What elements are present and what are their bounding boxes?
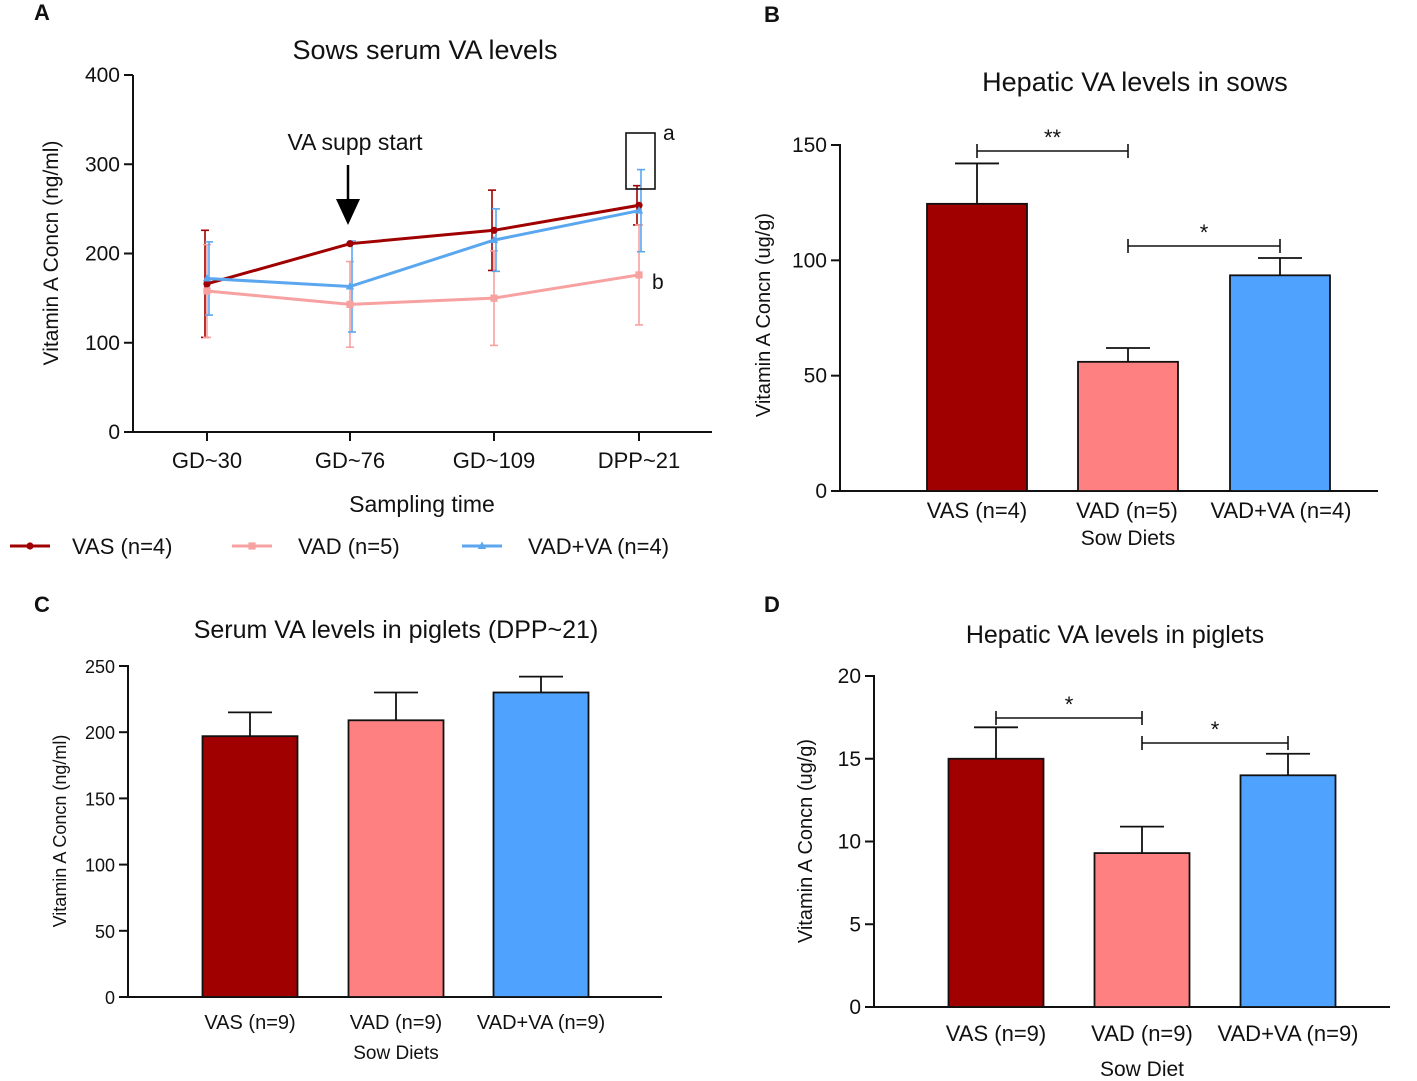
chart-c-y-label: Vitamin A Concn (ng/ml)	[50, 735, 70, 928]
chart-a-point	[490, 226, 498, 234]
chart-b-x-tick-label: VAD+VA (n=4)	[1210, 498, 1351, 523]
chart-c-y-tick-label: 250	[85, 657, 115, 677]
chart-d-significance-label: *	[1211, 717, 1220, 742]
chart-a-point	[346, 240, 354, 248]
chart-a-y-tick-label: 0	[108, 421, 120, 444]
chart-a-point	[203, 287, 211, 295]
chart-b-y-tick-label: 150	[792, 134, 827, 157]
chart-c-title: Serum VA levels in piglets (DPP~21)	[194, 616, 599, 644]
chart-a-point	[346, 300, 354, 308]
legend-marker	[477, 541, 487, 549]
chart-c-bar	[201, 735, 299, 998]
chart-d-y-tick-label: 5	[849, 913, 861, 936]
chart-b-significance-label: *	[1200, 220, 1209, 245]
chart-a-point	[202, 273, 212, 282]
chart-b-bar	[1229, 274, 1331, 492]
chart-b-y-tick-label: 50	[804, 365, 827, 388]
chart-a-point	[490, 294, 498, 302]
chart-a-point	[635, 271, 643, 279]
chart-a-highlight-box	[625, 132, 656, 190]
chart-d-y-tick-label: 10	[838, 831, 861, 854]
chart-a-annotation-b: b	[652, 271, 664, 294]
chart-c-bar: Serum VA levels in piglets (DPP~21) 0 50 10…	[50, 616, 662, 1064]
chart-a-point	[345, 282, 355, 290]
chart-c-x-tick-label: VAS (n=9)	[204, 1012, 295, 1034]
chart-d-x-label: Sow Diet	[1100, 1058, 1184, 1081]
chart-b-title: Hepatic VA levels in sows	[982, 67, 1288, 97]
legend-marker	[26, 542, 34, 550]
chart-d-significance-label: *	[1065, 692, 1074, 717]
chart-d-bar: Hepatic VA levels in piglets 0 5 10 15 20 VAS …	[795, 621, 1390, 1081]
chart-a-y-tick-label: 300	[85, 153, 120, 176]
chart-b-x-tick-label: VAS (n=4)	[927, 498, 1027, 523]
chart-a-arrow-head	[336, 199, 360, 225]
chart-a-y-tick-label: 400	[85, 64, 120, 87]
chart-a-point	[634, 206, 644, 214]
chart-b-bar	[1077, 360, 1179, 492]
chart-b-y-tick-label: 100	[792, 249, 827, 272]
chart-c-y-tick-label: 200	[85, 723, 115, 743]
chart-c-x-tick-label: VAD (n=9)	[350, 1012, 442, 1034]
chart-a-series-line	[206, 273, 640, 306]
chart-c-y-tick-label: 100	[85, 856, 115, 876]
chart-a-x-label: Sampling time	[349, 491, 495, 517]
panel-label-b: B	[764, 2, 780, 27]
chart-d-bar	[947, 757, 1045, 1008]
chart-b-y-label: Vitamin A Concn (ug/g)	[753, 213, 775, 417]
panel-label-c: C	[34, 592, 50, 617]
chart-d-y-tick-label: 0	[849, 996, 861, 1019]
panel-label-a: A	[34, 0, 50, 25]
chart-d-x-tick-label: VAS (n=9)	[946, 1021, 1046, 1046]
chart-a-series-line	[206, 203, 640, 286]
chart-b-y-tick-label: 0	[815, 480, 827, 503]
chart-c-x-tick-label: VAD+VA (n=9)	[477, 1012, 605, 1034]
chart-a-x-tick-label: GD~109	[453, 448, 536, 473]
chart-d-y-tick-label: 15	[838, 748, 861, 771]
chart-d-x-tick-label: VAD (n=9)	[1091, 1021, 1193, 1046]
chart-a-title: Sows serum VA levels	[292, 35, 557, 65]
chart-b-bar: Hepatic VA levels in sows 0 50 100 150 VAS (n…	[753, 67, 1378, 550]
legend-label: VAD+VA (n=4)	[528, 534, 669, 559]
chart-d-bar	[1093, 852, 1191, 1008]
chart-c-y-tick-label: 50	[95, 922, 115, 942]
chart-d-y-tick-label: 20	[838, 665, 861, 688]
chart-a-point	[203, 280, 211, 288]
chart-d-x-tick-label: VAD+VA (n=9)	[1217, 1021, 1358, 1046]
chart-a-line: Sows serum VA levels 0 100 200 300 400 GD~30 GD…	[10, 35, 712, 559]
chart-d-bar	[1239, 774, 1337, 1008]
chart-c-y-tick-label: 0	[105, 988, 115, 1008]
chart-a-series-line	[206, 209, 640, 289]
chart-b-bar	[926, 202, 1028, 492]
legend-label: VAS (n=4)	[72, 534, 172, 559]
chart-c-x-label: Sow Diets	[353, 1043, 439, 1064]
chart-c-y-tick-label: 150	[85, 789, 115, 809]
legend-marker	[248, 542, 256, 550]
chart-a-y-tick-label: 200	[85, 243, 120, 266]
chart-a-x-tick-label: DPP~21	[598, 448, 681, 473]
chart-b-x-tick-label: VAD (n=5)	[1076, 498, 1178, 523]
panel-label-d: D	[764, 592, 780, 617]
chart-a-annotation-a: a	[663, 122, 675, 145]
chart-a-y-label: Vitamin A Concn (ng/ml)	[40, 141, 63, 366]
chart-a-y-tick-label: 100	[85, 332, 120, 355]
chart-a-arrow-label: VA supp start	[287, 129, 423, 155]
chart-c-bar	[492, 691, 590, 998]
chart-a-point	[635, 201, 643, 209]
chart-d-title: Hepatic VA levels in piglets	[966, 621, 1264, 649]
chart-d-y-label: Vitamin A Concn (ug/g)	[795, 739, 817, 943]
legend-label: VAD (n=5)	[298, 534, 400, 559]
chart-a-point	[489, 235, 499, 244]
chart-b-x-label: Sow Diets	[1081, 527, 1176, 550]
chart-c-bar	[347, 719, 445, 998]
chart-b-significance-label: **	[1044, 125, 1062, 150]
chart-a-x-tick-label: GD~76	[315, 448, 385, 473]
chart-a-x-tick-label: GD~30	[172, 448, 242, 473]
